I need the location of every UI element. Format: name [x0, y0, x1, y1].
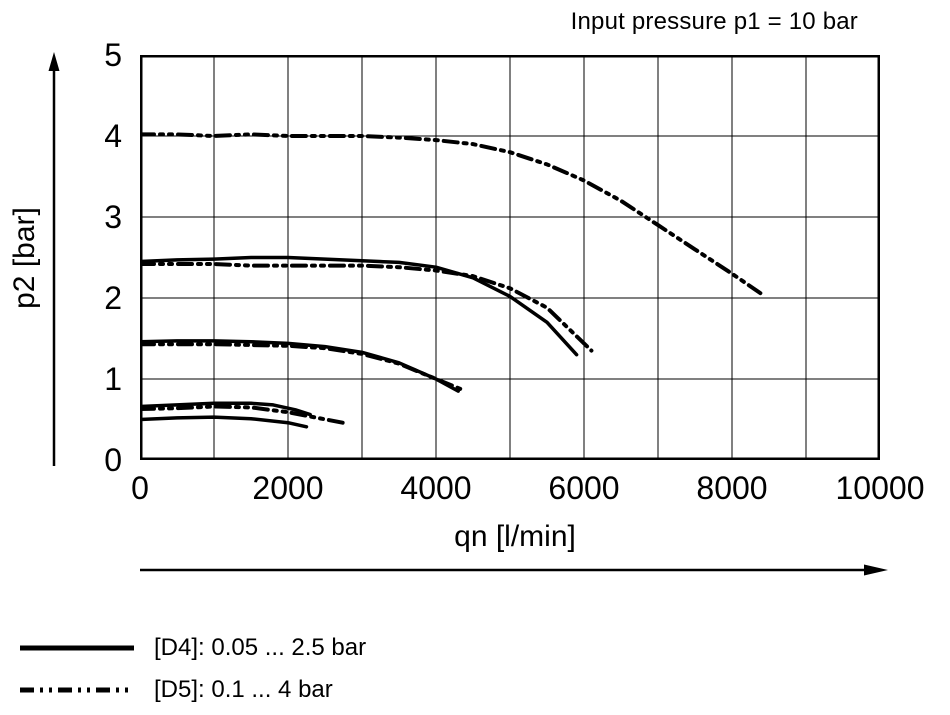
legend-item-d5: [D5]: 0.1 ... 4 bar	[18, 676, 366, 704]
y-tick-label: 1	[104, 361, 122, 397]
curve-d5-1.4bar	[140, 342, 468, 394]
plot-border	[140, 55, 880, 460]
x-tick-label: 10000	[835, 470, 925, 506]
legend: [D4]: 0.05 ... 2.5 bar [D5]: 0.1 ... 4 ba…	[18, 634, 366, 704]
chart-title: Input pressure p1 = 10 bar	[570, 8, 858, 35]
x-tick-label: 6000	[548, 470, 620, 506]
y-axis-label: p2 [bar]	[8, 207, 41, 309]
y-axis-arrow-icon	[48, 52, 60, 466]
y-tick-label: 0	[104, 442, 122, 478]
chart-plot-area	[140, 55, 880, 460]
x-axis-arrow-icon	[140, 564, 888, 576]
y-tick-label: 5	[104, 37, 122, 73]
y-tick-label: 2	[104, 280, 122, 316]
curve-d4-0.5bar	[140, 415, 309, 429]
curve-d5-0.6bar	[140, 404, 350, 426]
x-tick-label: 4000	[400, 470, 472, 506]
y-tick-label: 3	[104, 199, 122, 235]
legend-label: [D4]: 0.05 ... 2.5 bar	[154, 634, 367, 661]
curve-d4-0.7bar	[140, 401, 312, 417]
y-tick-label: 4	[104, 118, 122, 154]
x-axis-label: qn [l/min]	[454, 520, 576, 553]
x-tick-label: 0	[131, 470, 149, 506]
curve-d4-2.5bar	[140, 255, 579, 357]
curve-d5-2.4bar	[140, 262, 594, 353]
legend-line-sample-solid	[20, 645, 134, 651]
curve-d5-4bar	[140, 132, 764, 296]
legend-line-sample-dashdotdot	[20, 687, 134, 693]
x-tick-label: 8000	[696, 470, 768, 506]
legend-label: [D5]: 0.1 ... 4 bar	[154, 676, 333, 703]
legend-item-d4: [D4]: 0.05 ... 2.5 bar	[18, 634, 366, 662]
x-tick-label: 2000	[252, 470, 324, 506]
